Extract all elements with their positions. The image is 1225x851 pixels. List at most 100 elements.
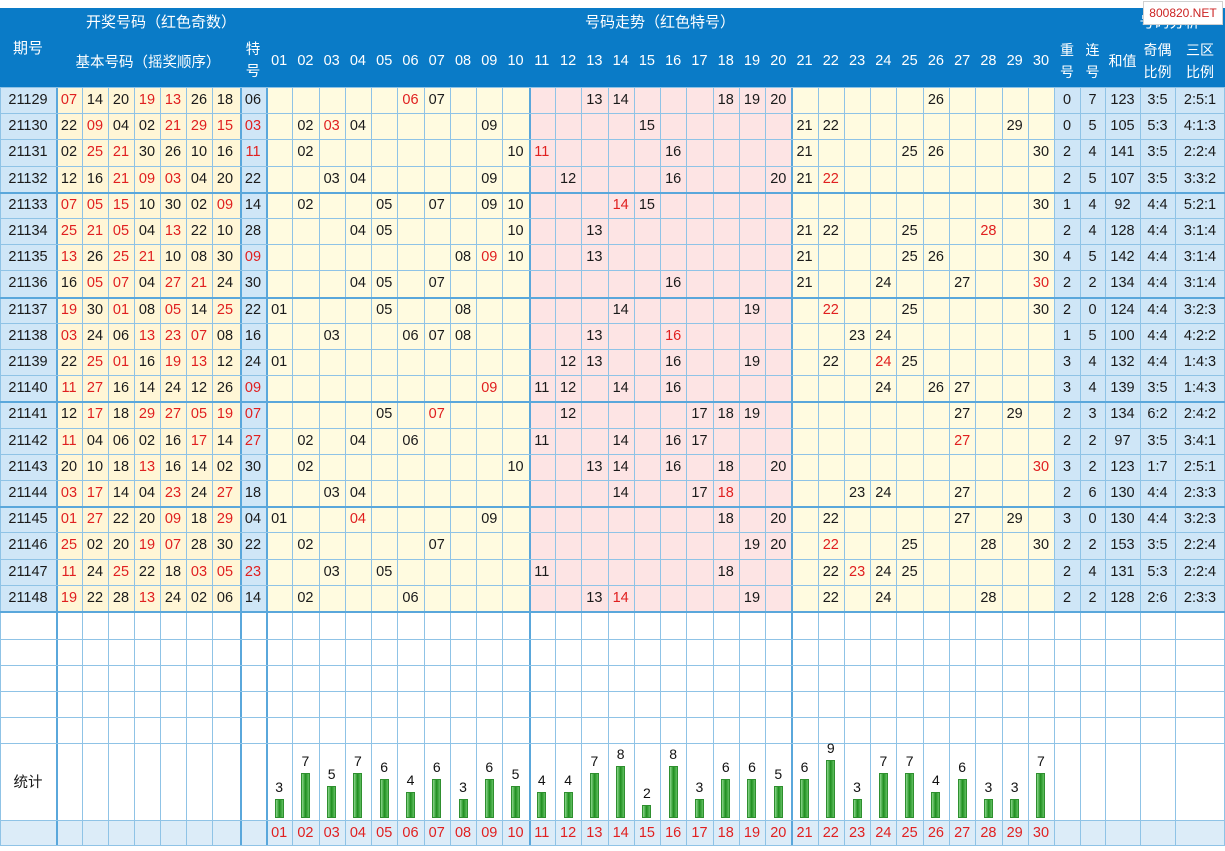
repeat-count: 2 <box>1062 563 1072 580</box>
special-number: 22 <box>244 170 262 187</box>
basic-number: 03 <box>190 563 208 580</box>
trend-mark-27: 27 <box>954 485 971 502</box>
header-number-25: 25 <box>896 35 923 87</box>
bottom-number-17: 17 <box>691 824 708 841</box>
basic-number: 02 <box>190 196 208 213</box>
basic-number: 22 <box>86 589 104 606</box>
header-number-29: 29 <box>1001 35 1028 87</box>
bottom-number-29: 29 <box>1006 824 1023 841</box>
basic-number: 30 <box>164 196 182 213</box>
basic-number: 08 <box>138 301 156 318</box>
basic-number: 16 <box>138 354 156 371</box>
odd-even-ratio: 4:4 <box>1147 275 1168 292</box>
sum-value: 128 <box>1110 589 1135 606</box>
header-number-06: 06 <box>397 35 424 87</box>
trend-mark-25: 25 <box>901 249 918 266</box>
basic-number: 03 <box>60 485 78 502</box>
trend-mark-19: 19 <box>743 354 761 371</box>
basic-number: 20 <box>112 92 130 109</box>
grid-vline <box>82 87 83 845</box>
trend-mark-13: 13 <box>586 354 603 371</box>
grid-vline <box>476 87 477 845</box>
count-bar-24 <box>878 772 888 818</box>
trend-mark-25: 25 <box>901 144 918 161</box>
odd-even-ratio: 2:6 <box>1147 589 1168 606</box>
basic-number: 11 <box>61 380 77 397</box>
header-number-24: 24 <box>870 35 897 87</box>
header-number-19: 19 <box>738 35 766 87</box>
special-number: 30 <box>244 458 262 475</box>
bottom-number-27: 27 <box>954 824 971 841</box>
trend-mark-16: 16 <box>665 170 682 187</box>
basic-number: 21 <box>138 249 156 266</box>
trend-mark-26: 26 <box>927 92 944 109</box>
three-zone-ratio: 2:4:2 <box>1183 406 1217 423</box>
count-label-29: 3 <box>1010 778 1019 795</box>
trend-mark-19: 19 <box>743 589 761 606</box>
header-number-08: 08 <box>449 35 477 87</box>
grid-vline <box>186 87 187 845</box>
grid-hline <box>0 218 1225 219</box>
special-number: 24 <box>244 354 262 371</box>
trend-mark-29: 29 <box>1006 118 1023 135</box>
period-id: 21132 <box>8 170 48 187</box>
repeat-count: 3 <box>1062 458 1072 475</box>
bottom-strip-bg <box>0 820 1225 845</box>
trend-mark-09: 09 <box>481 249 498 266</box>
count-label-12: 4 <box>564 772 572 788</box>
trend-mark-28: 28 <box>980 537 997 554</box>
count-bar-29 <box>1010 798 1020 818</box>
count-bar-10 <box>511 785 521 818</box>
grid-hline <box>0 639 1225 640</box>
header-trend: 号码走势（红色特号） <box>266 8 1054 35</box>
grid-hline <box>0 323 1225 324</box>
three-zone-ratio: 4:1:3 <box>1183 118 1217 135</box>
basic-number: 12 <box>60 170 78 187</box>
grid-vline <box>424 87 425 845</box>
count-label-23: 3 <box>853 778 861 795</box>
count-bar-14 <box>616 766 626 818</box>
three-zone-ratio: 2:3:3 <box>1183 485 1217 502</box>
header-draw-numbers: 开奖号码（红色奇数） <box>56 8 266 35</box>
count-bar-09 <box>484 779 494 818</box>
grid-vline <box>1028 87 1029 845</box>
trend-mark-08: 08 <box>454 301 472 318</box>
count-bar-19 <box>747 779 757 818</box>
basic-number: 22 <box>60 118 78 135</box>
repeat-count: 0 <box>1062 92 1072 109</box>
repeat-count: 2 <box>1062 537 1072 554</box>
trend-mark-18: 18 <box>717 458 734 475</box>
grid-vline <box>660 87 661 845</box>
sum-value: 130 <box>1110 485 1135 502</box>
bottom-number-18: 18 <box>717 824 734 841</box>
sum-value: 132 <box>1110 354 1135 371</box>
trend-mark-17: 17 <box>691 485 708 502</box>
trend-mark-19: 19 <box>743 301 761 318</box>
trend-mark-19: 19 <box>743 92 761 109</box>
special-number: 11 <box>245 144 261 161</box>
trend-mark-22: 22 <box>822 301 839 318</box>
header-number-21: 21 <box>791 35 818 87</box>
header-number-12: 12 <box>554 35 582 87</box>
bottom-number-10: 10 <box>507 824 524 841</box>
odd-even-ratio: 3:5 <box>1147 170 1168 187</box>
basic-number: 15 <box>216 118 234 135</box>
trend-mark-03: 03 <box>323 118 340 135</box>
header-special-label: 特号 <box>245 42 261 80</box>
count-label-03: 5 <box>327 765 336 782</box>
header-number-23: 23 <box>843 35 871 87</box>
trend-mark-07: 07 <box>428 275 445 292</box>
basic-number: 26 <box>86 249 104 266</box>
basic-number: 04 <box>138 223 156 240</box>
basic-number: 14 <box>86 92 104 109</box>
odd-even-ratio: 3:5 <box>1147 92 1168 109</box>
three-zone-ratio: 4:2:2 <box>1183 327 1217 344</box>
period-id: 21140 <box>8 380 48 397</box>
count-bar-21 <box>800 779 810 818</box>
basic-number: 05 <box>86 196 104 213</box>
bottom-number-20: 20 <box>770 824 787 841</box>
grid-vline <box>1175 87 1176 845</box>
basic-number: 25 <box>60 537 78 554</box>
three-zone-ratio: 1:4:3 <box>1183 354 1217 371</box>
trend-mark-02: 02 <box>297 196 314 213</box>
